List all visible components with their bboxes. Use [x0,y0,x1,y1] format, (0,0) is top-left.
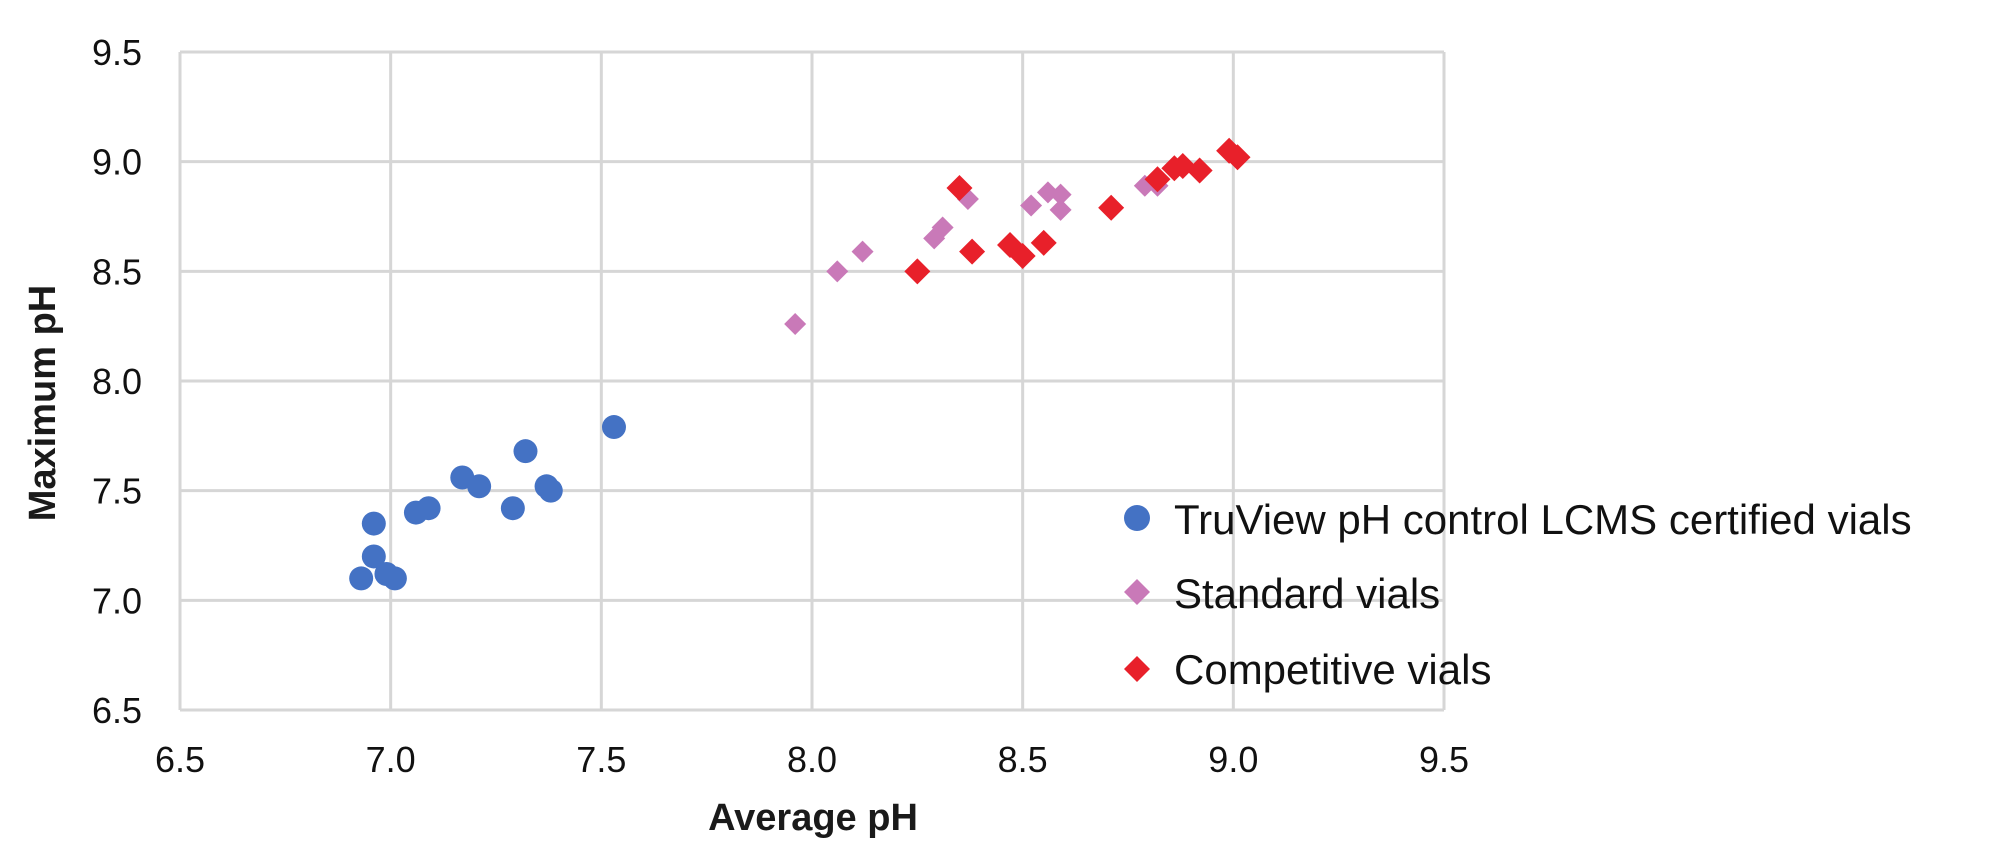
legend-label-competitive: Competitive vials [1174,646,1491,693]
data-point [538,478,563,503]
legend-marker-competitive [1124,656,1150,682]
data-point [959,238,986,265]
data-point [784,312,807,335]
y-tick-label: 9.5 [92,32,142,73]
data-point [826,260,849,283]
data-point [931,216,954,239]
y-tick-label: 6.5 [92,690,142,731]
y-tick-label: 7.5 [92,471,142,512]
legend-item-standard: Standard vials [1124,570,1440,617]
x-tick-label: 9.0 [1208,739,1258,780]
legend: TruView pH control LCMS certified vials … [1124,496,1912,693]
data-point [946,174,973,201]
x-tick-label: 8.0 [787,739,837,780]
legend-label-truview: TruView pH control LCMS certified vials [1174,496,1912,543]
data-point [1144,166,1171,193]
data-point [361,544,386,569]
data-point [1009,242,1036,269]
legend-item-competitive: Competitive vials [1124,646,1491,693]
data-point [1030,229,1057,256]
legend-item-truview: TruView pH control LCMS certified vials [1124,496,1912,543]
series-0 [349,415,626,591]
tick-labels: 6.5 7.0 7.5 8.0 8.5 9.0 9.5 6.5 7.0 7.5 8.0 8.5 9.0 9… [92,32,1469,780]
data-point [349,566,374,591]
y-tick-label: 7.0 [92,580,142,621]
data-point [467,474,492,499]
x-axis-title: Average pH [708,797,918,839]
y-tick-label: 8.0 [92,361,142,402]
legend-marker-truview [1124,505,1150,531]
legend-marker-standard [1124,579,1150,605]
legend-label-standard: Standard vials [1174,570,1440,617]
data-point [1049,198,1072,221]
x-tick-label: 7.5 [576,739,626,780]
data-point [851,240,874,263]
data-points [349,137,1251,591]
data-point [416,496,441,521]
x-tick-label: 8.5 [998,739,1048,780]
x-tick-label: 9.5 [1419,739,1469,780]
x-tick-label: 7.0 [366,739,416,780]
data-point [1098,194,1125,221]
data-point [500,496,525,521]
data-point [361,511,386,536]
data-point [1224,144,1251,171]
data-point [1049,183,1072,206]
data-point [513,439,538,464]
data-point [1186,157,1213,184]
data-point [382,566,407,591]
data-point [601,415,626,440]
series-2 [904,137,1251,285]
y-axis-title: Maximum pH [22,285,64,521]
data-point [904,258,931,285]
data-point [1020,194,1043,217]
y-tick-label: 9.0 [92,142,142,183]
y-tick-label: 8.5 [92,251,142,292]
x-tick-label: 6.5 [155,739,205,780]
